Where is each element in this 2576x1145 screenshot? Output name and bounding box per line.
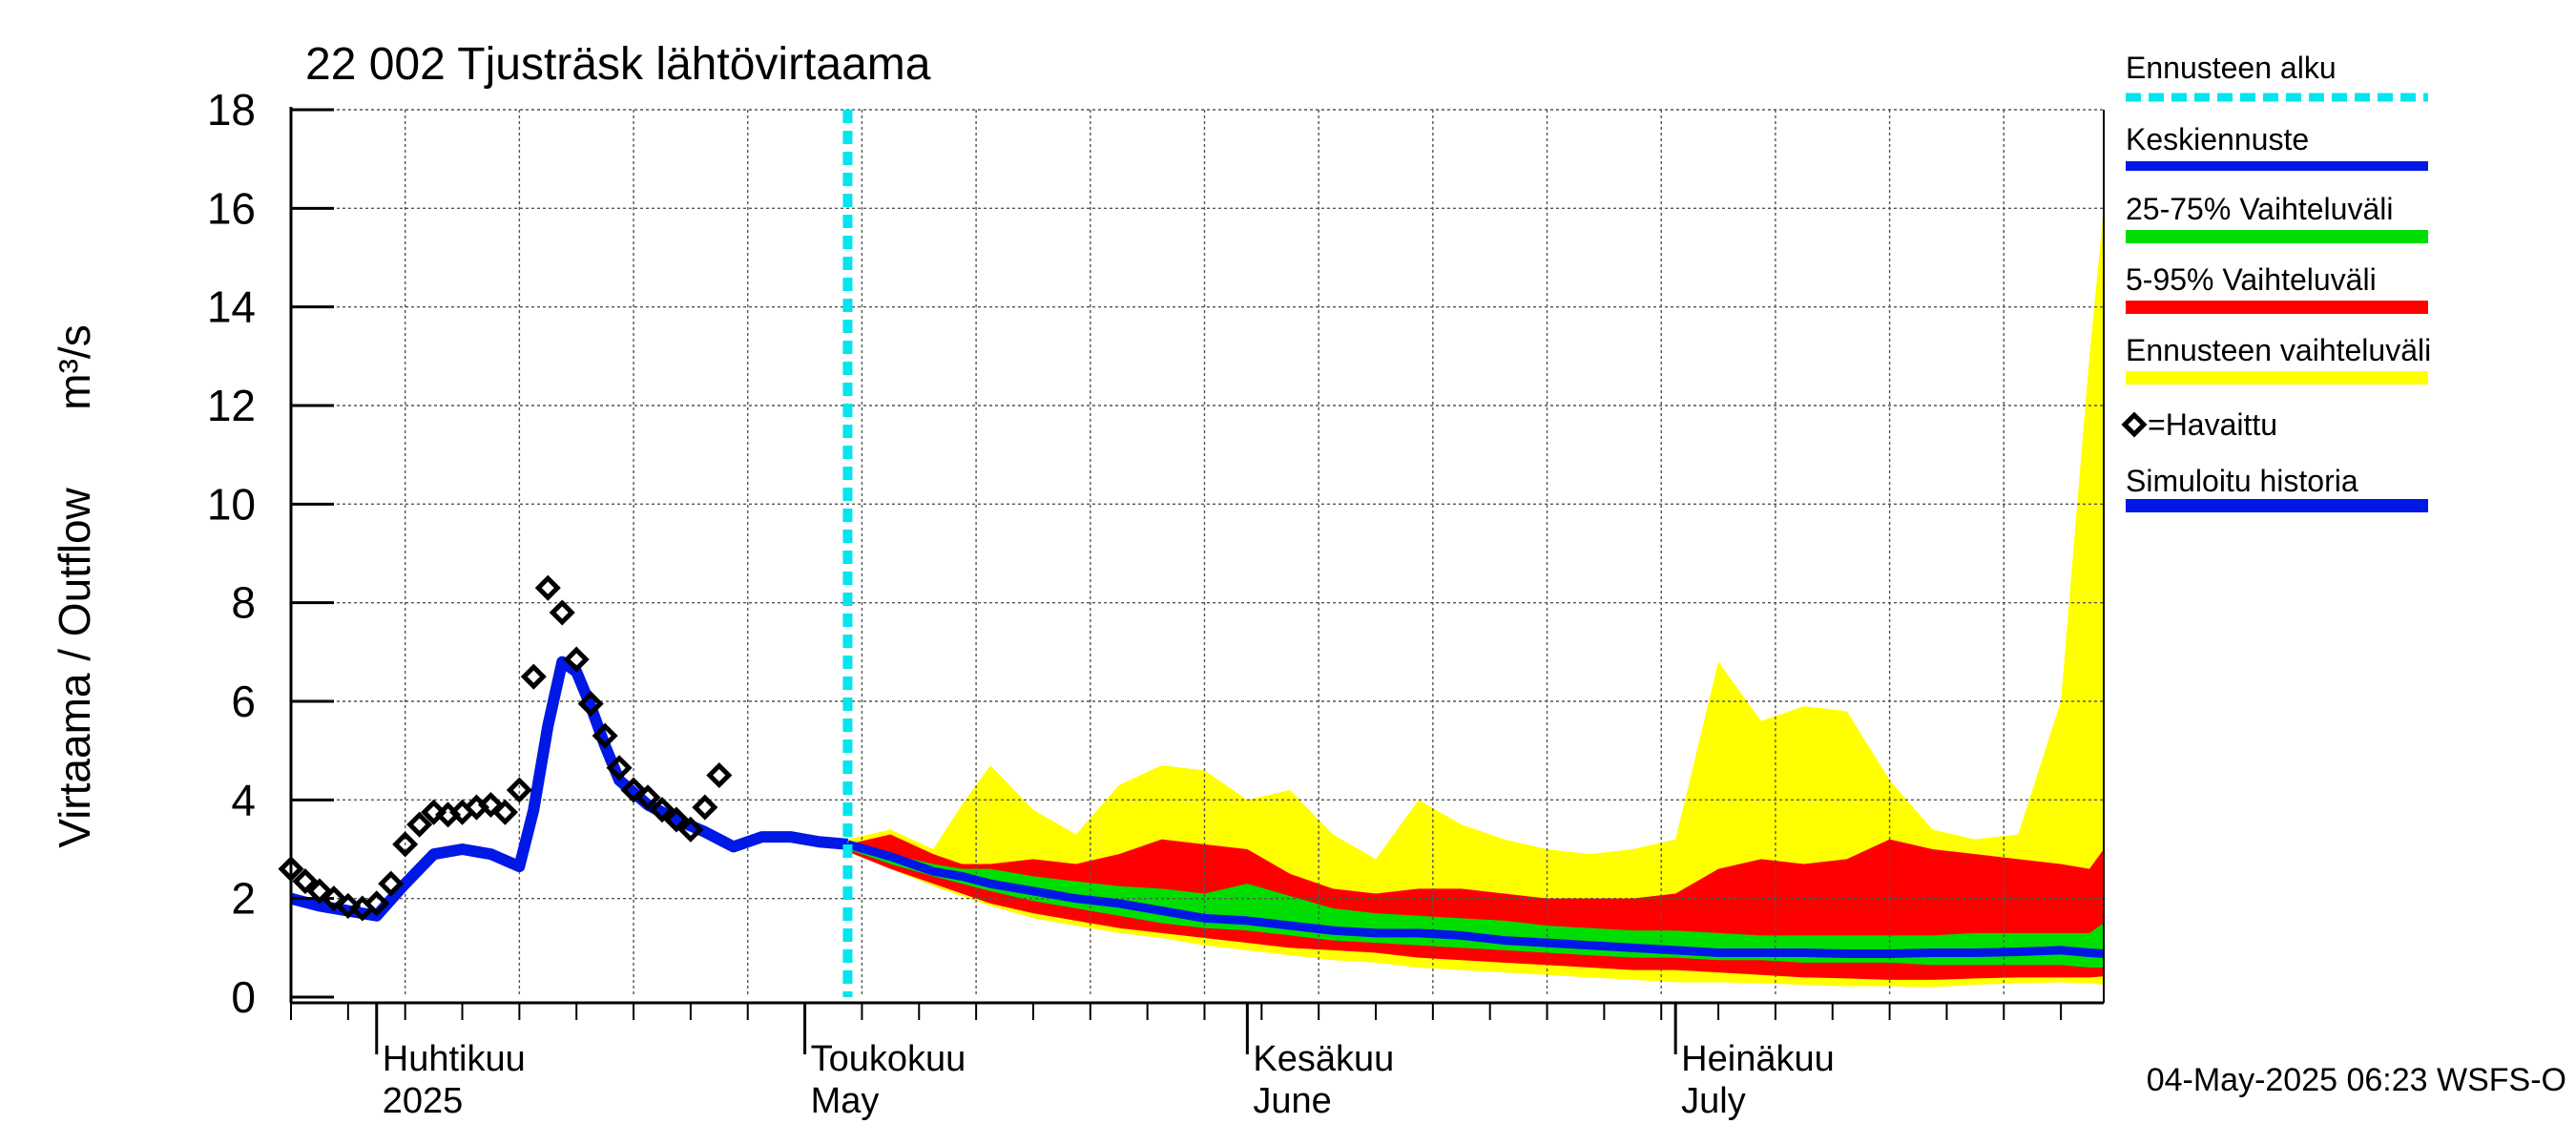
legend: Ennusteen alku Keskiennuste 25-75% Vaihtel… (2121, 51, 2431, 512)
y-tick-label: 2 (231, 874, 256, 924)
x-month-label: Heinäkuu (1681, 1039, 1835, 1079)
x-month-label: Toukokuu (811, 1039, 966, 1079)
band-25-75 (847, 846, 2104, 968)
y-tick-label: 12 (207, 381, 256, 430)
observed-point (606, 755, 633, 781)
observed-markers (278, 574, 733, 922)
x-month-sublabel: 2025 (383, 1081, 464, 1121)
legend-label: Simuloitu historia (2126, 464, 2358, 498)
x-month-label: Huhtikuu (383, 1039, 526, 1079)
y-tick-label: 14 (207, 282, 256, 332)
x-month-sublabel: May (811, 1081, 880, 1121)
observed-point (335, 892, 362, 919)
legend-label: Ennusteen vaihteluväli (2126, 333, 2431, 367)
observed-point (364, 890, 390, 917)
y-tick-label: 8 (231, 578, 256, 628)
x-month-sublabel: June (1253, 1081, 1331, 1121)
legend-label: 25-75% Vaihteluväli (2126, 192, 2393, 226)
series-simuloitu-historia (289, 656, 848, 922)
observed-point (692, 794, 718, 821)
observed-point (634, 784, 661, 811)
observed-point (306, 878, 333, 905)
observed-point (406, 811, 433, 838)
observed-point (292, 868, 319, 895)
legend-marker (2121, 411, 2148, 438)
y-tick-label: 16 (207, 183, 256, 233)
series-keskiennuste (846, 840, 2105, 959)
legend-label: Keskiennuste (2126, 122, 2309, 156)
gridlines (291, 109, 2104, 997)
band-ennusteen-vaihteluvali (847, 208, 2104, 988)
observed-point (378, 870, 405, 897)
observed-point (506, 777, 532, 803)
observed-point (620, 777, 647, 803)
observed-point (563, 646, 590, 673)
y-tick-label: 4 (231, 775, 256, 824)
observed-point (392, 831, 419, 858)
y-tick-label: 10 (207, 479, 256, 529)
y-tick-label: 0 (231, 972, 256, 1022)
legend-label: Ennusteen alku (2126, 51, 2337, 85)
chart-title: 22 002 Tjusträsk lähtövirtaama (305, 39, 931, 90)
x-month-label: Kesäkuu (1253, 1039, 1394, 1079)
observed-point (677, 816, 704, 843)
observed-point (477, 791, 504, 819)
observed-point (549, 599, 575, 626)
observed-point (592, 722, 618, 749)
observed-point (649, 797, 675, 823)
observed-point (663, 806, 690, 833)
observed-point (706, 761, 733, 789)
x-month-sublabel: July (1681, 1081, 1746, 1121)
y-axis-label: Virtaama / Outflow (50, 487, 99, 847)
forecast-bands (847, 208, 2104, 988)
observed-point (520, 663, 547, 690)
legend-label: =Havaittu (2148, 407, 2277, 442)
y-axis-unit: m³/s (50, 324, 99, 409)
y-tick-label: 6 (231, 677, 256, 726)
observed-point (491, 799, 518, 825)
legend-label: 5-95% Vaihteluväli (2126, 262, 2377, 297)
y-tick-label: 18 (207, 85, 256, 135)
observed-point (421, 799, 447, 825)
timestamp-footer: 04-May-2025 06:23 WSFS-O (2147, 1062, 2566, 1098)
observed-point (577, 691, 604, 718)
observed-point (321, 885, 347, 912)
observed-point (534, 574, 561, 601)
